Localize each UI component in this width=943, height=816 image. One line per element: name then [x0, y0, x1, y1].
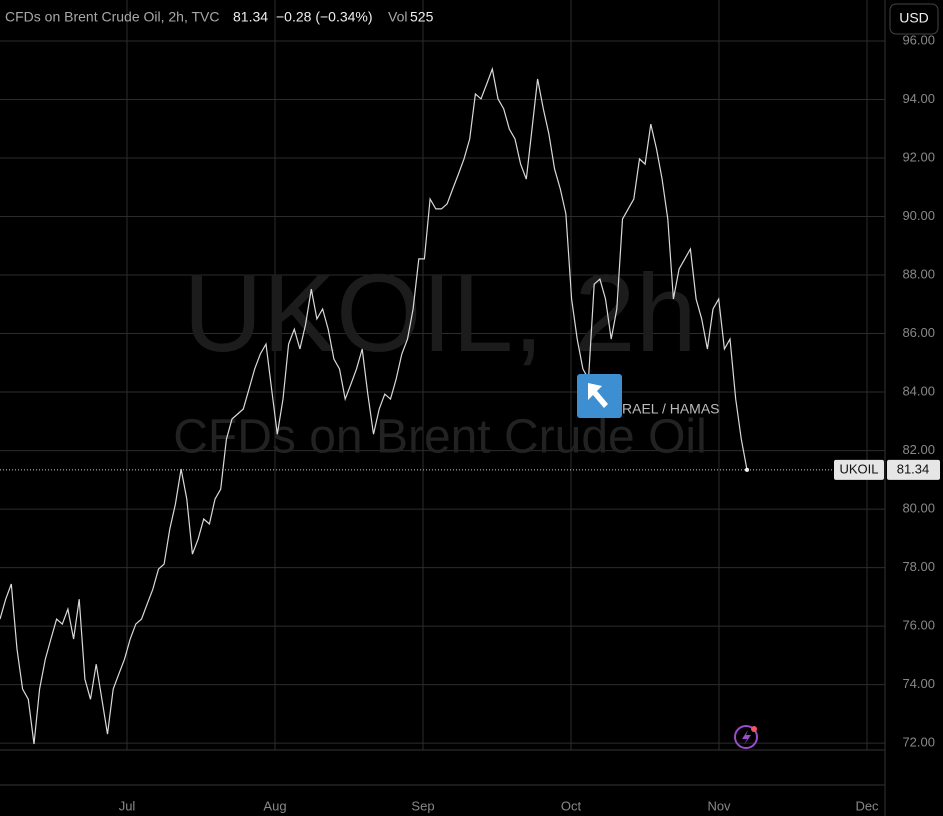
- y-tick-label: 82.00: [902, 442, 935, 457]
- volume-label: Vol: [388, 9, 407, 25]
- y-tick-label: 80.00: [902, 501, 935, 516]
- y-tick-label: 78.00: [902, 559, 935, 574]
- header-change: −0.28 (−0.34%): [276, 9, 373, 25]
- watermark-title: UKOIL, 2h: [183, 252, 697, 375]
- currency-button[interactable]: [889, 3, 939, 35]
- y-tick-label: 92.00: [902, 149, 935, 164]
- symbol-tag: [834, 459, 884, 480]
- y-tick-label: 90.00: [902, 208, 935, 223]
- price-tag-text: 81.34: [897, 461, 930, 476]
- header-title: CFDs on Brent Crude Oil, 2h, TVC: [5, 9, 219, 25]
- price-tag: [887, 459, 940, 480]
- symbol-tag-text: UKOIL: [839, 461, 878, 476]
- plot: [0, 66, 834, 745]
- grid: [0, 0, 885, 750]
- alert-dot: [751, 726, 757, 732]
- y-tick-label: 96.00: [902, 32, 935, 47]
- y-tick-label: 72.00: [902, 735, 935, 750]
- x-tick-label: Jul: [119, 798, 136, 813]
- x-tick-label: Sep: [411, 798, 434, 813]
- volume-value: 525: [410, 9, 434, 25]
- y-tick-label: 84.00: [902, 383, 935, 398]
- alert-icon[interactable]: [734, 725, 758, 749]
- watermark-subtitle: CFDs on Brent Crude Oil: [173, 411, 707, 464]
- annotation-text: RAEL / HAMAS: [622, 401, 720, 417]
- x-tick-label: Dec: [855, 798, 879, 813]
- currency-label: USD: [899, 10, 929, 26]
- y-tick-label: 94.00: [902, 91, 935, 106]
- x-tick-label: Nov: [707, 798, 731, 813]
- x-tick-label: Oct: [561, 798, 582, 813]
- y-tick-label: 86.00: [902, 325, 935, 340]
- y-tick-label: 76.00: [902, 618, 935, 633]
- annotation-arrow: [588, 383, 608, 408]
- header-price: 81.34: [233, 9, 268, 25]
- y-tick-label: 88.00: [902, 266, 935, 281]
- alert-bolt: [742, 730, 751, 745]
- price-line: [0, 66, 748, 745]
- y-tick-label: 74.00: [902, 676, 935, 691]
- x-tick-label: Aug: [263, 798, 286, 813]
